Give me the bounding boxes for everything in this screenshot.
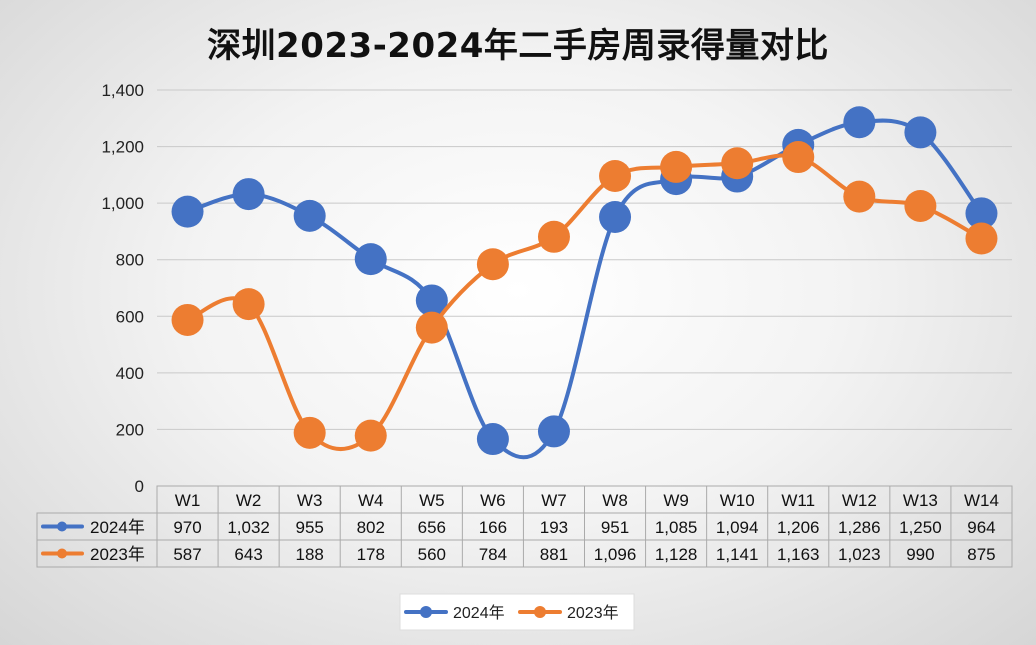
data-table-cell: 656 [418, 518, 446, 537]
legend-marker [420, 606, 432, 618]
data-table-cell: 784 [479, 545, 507, 564]
table-legend-marker [57, 548, 67, 559]
data-table-cell: 587 [173, 545, 201, 564]
data-point [415, 284, 448, 317]
x-tick-label: W11 [781, 491, 815, 510]
data-table-cell: 1,085 [655, 518, 698, 537]
x-tick-label: W3 [297, 491, 323, 510]
data-point [965, 197, 998, 230]
data-point [721, 147, 754, 180]
y-tick-label: 1,400 [101, 81, 144, 100]
y-tick-label: 800 [116, 251, 144, 270]
y-tick-label: 200 [116, 420, 144, 439]
y-tick-label: 0 [135, 477, 144, 496]
legend-label: 2023年 [567, 604, 619, 622]
data-table-cell: 881 [540, 545, 568, 564]
data-table-cell: 560 [418, 545, 446, 564]
data-point [904, 116, 937, 149]
data-table-cell: 990 [906, 545, 934, 564]
data-table-cell: 955 [295, 518, 323, 537]
x-tick-label: W13 [903, 491, 938, 510]
data-table-cell: 951 [601, 518, 629, 537]
data-point [904, 189, 937, 222]
data-table-cell: 970 [173, 518, 201, 537]
data-point [537, 415, 570, 448]
data-point [843, 180, 876, 213]
data-point [293, 416, 326, 449]
data-table-cell: 1,250 [899, 518, 942, 537]
data-point [293, 199, 326, 232]
data-point [476, 423, 509, 456]
x-tick-label: W4 [358, 491, 384, 510]
y-tick-label: 1,000 [101, 194, 144, 213]
data-table-cell: 193 [540, 518, 568, 537]
data-point [965, 222, 998, 255]
y-tick-label: 600 [116, 307, 144, 326]
data-point [232, 288, 265, 321]
x-tick-label: W12 [842, 491, 877, 510]
data-point [171, 195, 204, 228]
x-tick-label: W2 [236, 491, 262, 510]
data-table-cell: 1,286 [838, 518, 881, 537]
data-point [415, 311, 448, 344]
x-tick-label: W8 [602, 491, 628, 510]
data-point [782, 141, 815, 174]
y-tick-label: 1,200 [101, 138, 144, 157]
x-tick-label: W5 [419, 491, 445, 510]
chart-title: 深圳2023-2024年二手房周录得量对比 [207, 26, 829, 66]
legend-label: 2024年 [453, 604, 505, 622]
legend-box [399, 593, 635, 631]
data-table-cell: 1,128 [655, 545, 698, 564]
data-point [354, 243, 387, 276]
data-table-cell: 1,032 [227, 518, 270, 537]
data-table-cell: 166 [479, 518, 507, 537]
data-table-cell: 1,096 [594, 545, 637, 564]
data-table-cell: 1,163 [777, 545, 820, 564]
data-table-cell: 178 [357, 545, 385, 564]
data-point [232, 178, 265, 211]
data-table-cell: 1,094 [716, 518, 759, 537]
data-table-cell: 964 [967, 518, 995, 537]
data-point [171, 303, 204, 336]
x-tick-label: W9 [663, 491, 689, 510]
y-tick-label: 400 [116, 364, 144, 383]
data-table-cell: 1,141 [716, 545, 759, 564]
data-point [354, 419, 387, 452]
data-point [476, 248, 509, 281]
table-series-name: 2024年 [90, 518, 145, 537]
data-point [843, 106, 876, 139]
data-point [660, 150, 693, 183]
x-tick-label: W14 [964, 491, 999, 510]
table-series-name: 2023年 [90, 545, 145, 564]
x-tick-label: W6 [480, 491, 506, 510]
data-table-cell: 1,023 [838, 545, 881, 564]
data-table-cell: 188 [295, 545, 323, 564]
x-tick-label: W7 [541, 491, 567, 510]
data-table-cell: 802 [357, 518, 385, 537]
table-legend-marker [57, 521, 67, 532]
x-tick-label: W1 [175, 491, 201, 510]
data-table-cell: 643 [234, 545, 262, 564]
series-line-0 [186, 118, 984, 460]
data-point [537, 220, 570, 253]
legend-marker [534, 606, 546, 618]
data-point [599, 159, 632, 192]
data-point [599, 201, 632, 234]
x-tick-label: W10 [720, 491, 755, 510]
data-table-cell: 1,206 [777, 518, 820, 537]
data-table-cell: 875 [967, 545, 995, 564]
